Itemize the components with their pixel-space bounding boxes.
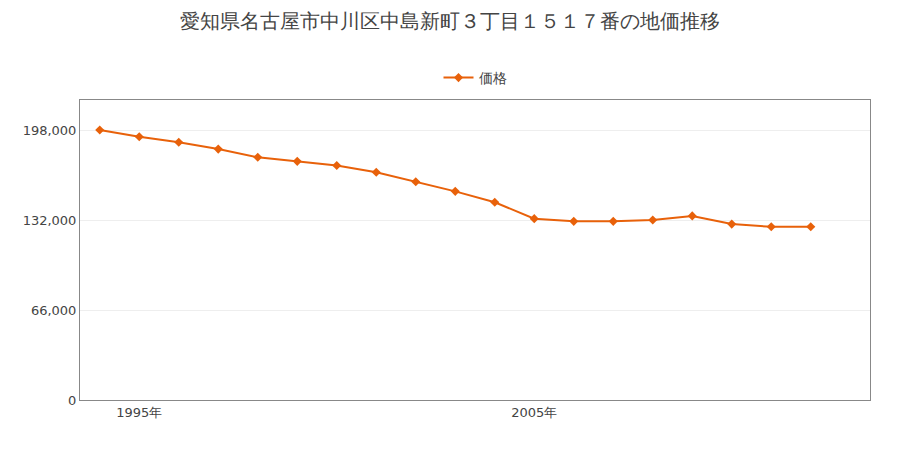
svg-text:愛知県名古屋市中川区中島新町３丁目１５１７番の地価推移: 愛知県名古屋市中川区中島新町３丁目１５１７番の地価推移 [180,9,720,33]
svg-text:2005年: 2005年 [511,405,557,420]
svg-text:0: 0 [68,393,76,408]
svg-text:価格: 価格 [479,70,507,86]
svg-text:198,000: 198,000 [23,123,77,138]
svg-text:1995年: 1995年 [116,405,162,420]
svg-text:66,000: 66,000 [31,303,77,318]
svg-text:132,000: 132,000 [23,213,77,228]
